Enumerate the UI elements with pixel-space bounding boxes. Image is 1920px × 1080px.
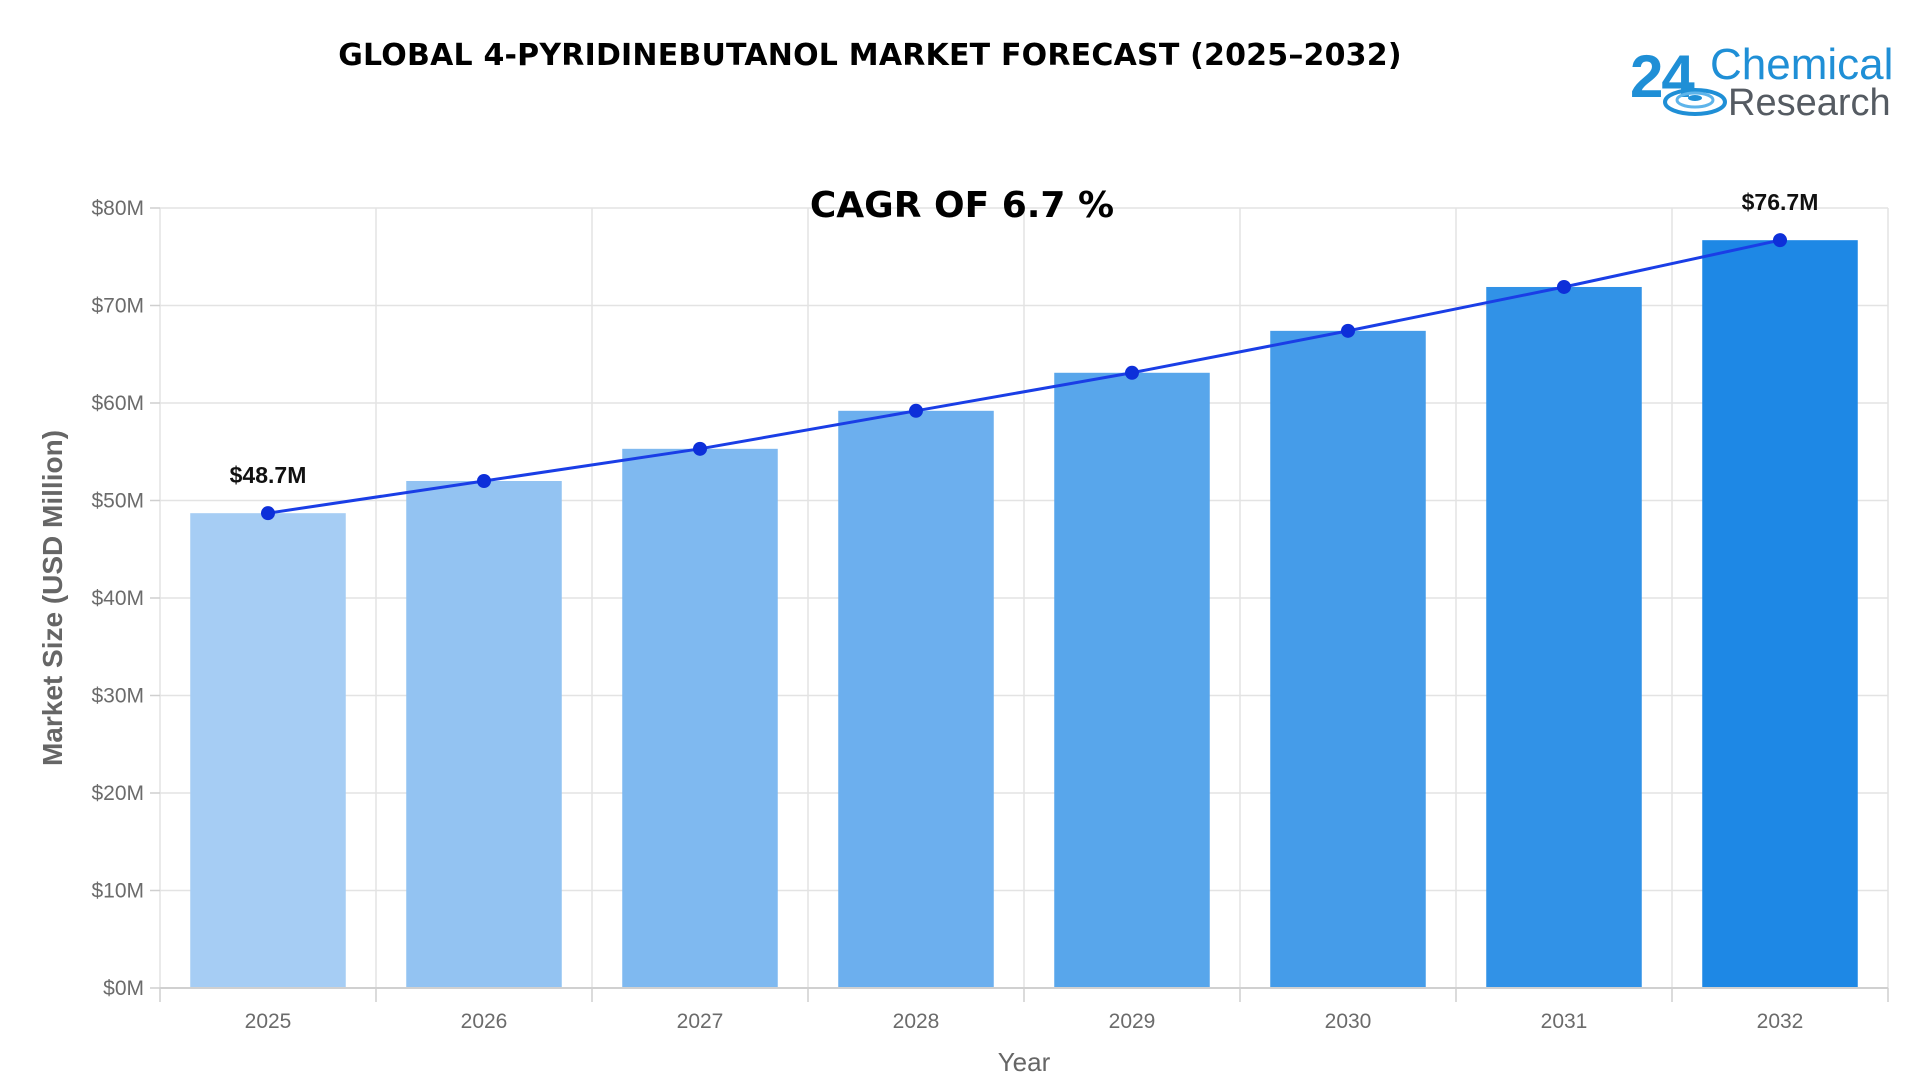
trend-polyline bbox=[267, 238, 1781, 515]
axes: $0M $10M $20M $30M $40M $50M $60M $70M $80M 2025 2… bbox=[37, 197, 1889, 1077]
trend-point-2028 bbox=[909, 403, 923, 418]
x-tick-label: 2032 bbox=[1757, 1010, 1804, 1033]
trend-point-2027 bbox=[693, 441, 707, 456]
trend-point-2031 bbox=[1557, 279, 1571, 294]
x-tick-label: 2028 bbox=[893, 1010, 940, 1033]
trend-point-2029 bbox=[1125, 365, 1139, 380]
bar-2025 bbox=[190, 513, 346, 988]
x-tick-label: 2029 bbox=[1109, 1010, 1156, 1033]
bar-2027 bbox=[622, 448, 778, 988]
y-tick-label: $0M bbox=[103, 977, 144, 1000]
x-tick-label: 2031 bbox=[1541, 1010, 1588, 1033]
trend-line bbox=[261, 233, 1787, 521]
data-label-2025: $48.7M bbox=[230, 462, 307, 488]
bars bbox=[190, 240, 1858, 989]
y-tick-label: $30M bbox=[91, 685, 144, 708]
chart-title: GLOBAL 4-PYRIDINEBUTANOL MARKET FORECAST… bbox=[338, 38, 1402, 73]
bar-2029 bbox=[1054, 372, 1210, 988]
bar-2031 bbox=[1486, 286, 1642, 989]
y-axis-title: Market Size (USD Million) bbox=[37, 430, 68, 766]
x-tick-label: 2025 bbox=[245, 1010, 292, 1033]
x-tick-label: 2027 bbox=[677, 1010, 724, 1033]
company-logo: 24 Chemical Research bbox=[1630, 36, 1910, 136]
bar-2028 bbox=[838, 410, 994, 988]
y-tick-label: $40M bbox=[91, 587, 144, 610]
y-tick-label: $70M bbox=[91, 295, 144, 318]
data-label-2032: $76.7M bbox=[1742, 189, 1819, 215]
x-axis-title: Year bbox=[998, 1047, 1051, 1077]
y-tick-label: $50M bbox=[91, 490, 144, 513]
logo-swirl-icon bbox=[1663, 88, 1727, 116]
x-tick-label: 2030 bbox=[1325, 1010, 1372, 1033]
logo-word-chemical: Chemical bbox=[1710, 40, 1894, 89]
logo-number: 24 bbox=[1630, 43, 1695, 110]
trend-point-2030 bbox=[1341, 323, 1355, 338]
bar-2032 bbox=[1702, 240, 1858, 989]
trend-point-2026 bbox=[477, 474, 491, 488]
y-tick-label: $20M bbox=[91, 782, 144, 805]
bar-2026 bbox=[406, 481, 562, 988]
bar-2030 bbox=[1270, 330, 1426, 989]
labels: CAGR OF 6.7 % $48.7M $76.7M bbox=[230, 185, 1819, 488]
y-tick-label: $10M bbox=[91, 880, 144, 903]
logo-word-research: Research bbox=[1728, 82, 1891, 124]
trend-point-2025 bbox=[261, 506, 275, 521]
x-tick-label: 2026 bbox=[461, 1010, 508, 1033]
trend-point-2032 bbox=[1773, 233, 1787, 248]
cagr-annotation: CAGR OF 6.7 % bbox=[810, 185, 1114, 226]
y-tick-label: $60M bbox=[91, 392, 144, 415]
y-tick-label: $80M bbox=[91, 197, 144, 220]
